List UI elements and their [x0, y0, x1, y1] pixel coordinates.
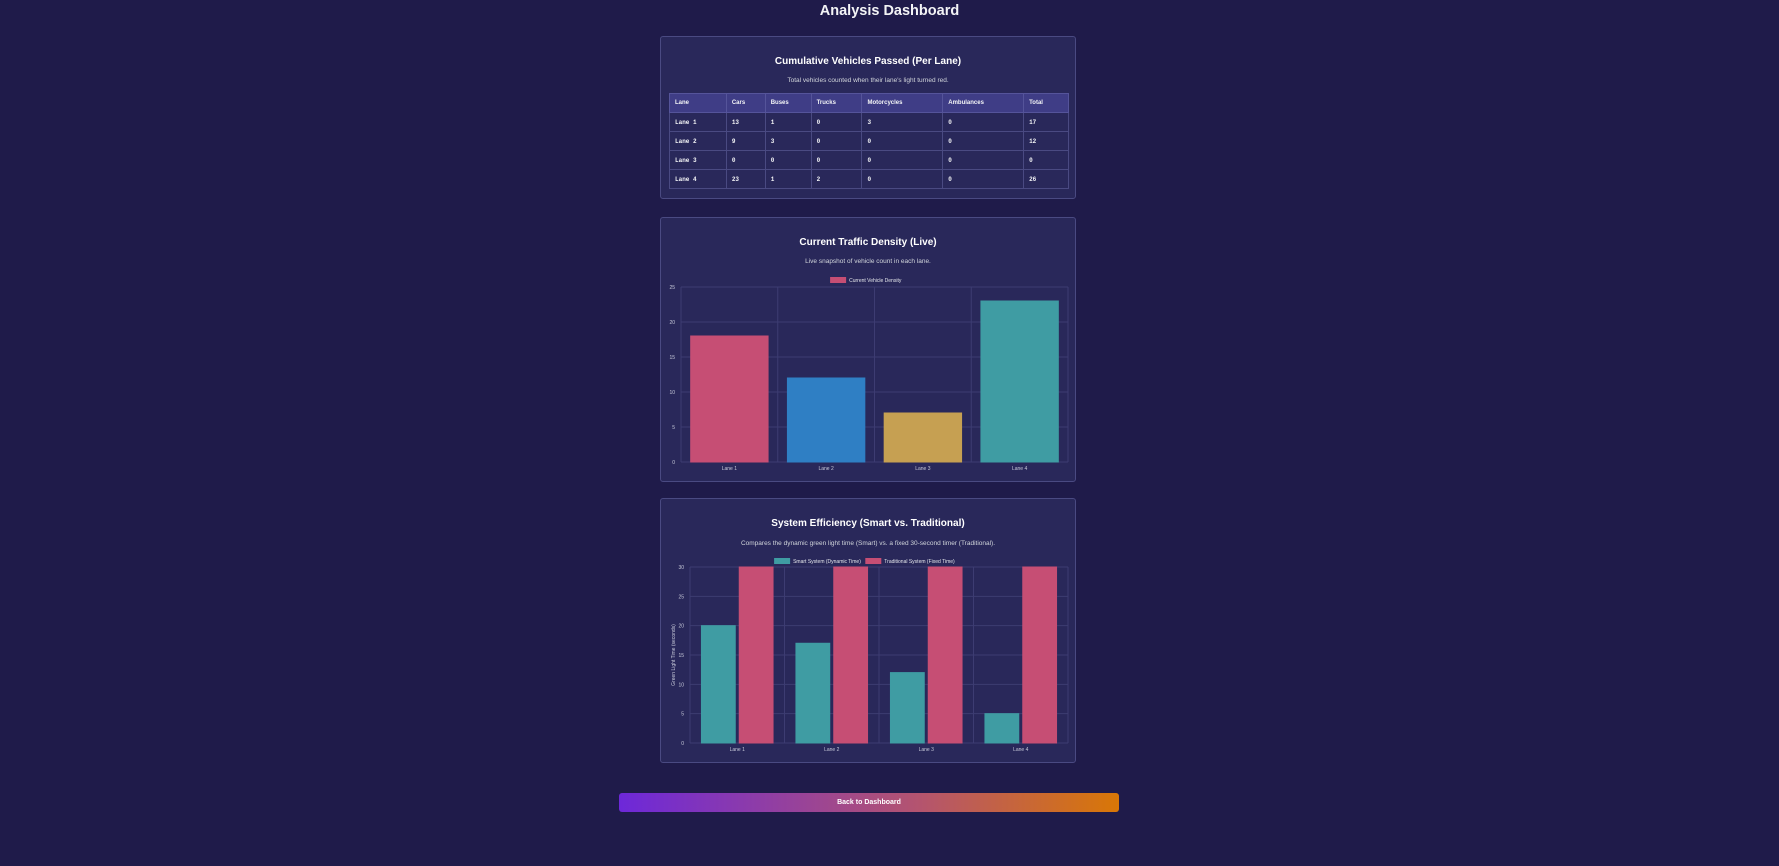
table-header-row: Lane Cars Buses Trucks Motorcycles Ambul…: [669, 93, 1069, 113]
legend-label: Current Vehicle Density: [849, 278, 902, 284]
legend-label: Traditional System (Fixed Time): [884, 559, 955, 565]
efficiency-card: System Efficiency (Smart vs. Traditional…: [660, 498, 1076, 763]
table-cell: Lane 3: [669, 150, 727, 170]
bar-lane-4: [980, 300, 1059, 463]
legend-label: Smart System (Dynamic Time): [793, 559, 861, 565]
bar-lane-4: [984, 713, 1020, 744]
y-tick-label: 20: [678, 624, 684, 630]
bar-lane-2: [833, 566, 869, 744]
table-cell: Lane 1: [669, 112, 727, 132]
table-cell: 0: [1023, 150, 1069, 170]
cumulative-table: Lane Cars Buses Trucks Motorcycles Ambul…: [669, 93, 1069, 189]
table-cell: 3: [764, 131, 812, 151]
y-tick-label: 5: [681, 712, 684, 718]
y-tick-label: 5: [672, 425, 675, 431]
table-row: Lane 4 23 1 2 0 0 26: [669, 169, 1069, 189]
table-cell: 0: [861, 169, 944, 189]
x-tick-label: Lane 1: [722, 466, 738, 472]
back-to-dashboard-button[interactable]: Back to Dashboard: [619, 793, 1119, 812]
table-cell: 0: [861, 131, 944, 151]
cumulative-subtitle: Total vehicles counted when their lane's…: [787, 77, 949, 84]
table-cell: 0: [725, 150, 766, 170]
column-header: Lane: [669, 93, 727, 113]
x-tick-label: Lane 2: [824, 747, 840, 753]
table-cell: 23: [725, 169, 766, 189]
table-cell: 0: [942, 131, 1025, 151]
y-tick-label: 20: [669, 320, 675, 326]
table-row: Lane 2 9 3 0 0 0 12: [669, 131, 1069, 151]
y-tick-label: 30: [678, 565, 684, 571]
table-cell: 0: [810, 131, 863, 151]
legend-swatch: [865, 558, 882, 564]
density-card: Current Traffic Density (Live) Live snap…: [660, 217, 1076, 482]
table-row: Lane 1 13 1 0 3 0 17: [669, 112, 1069, 132]
table-cell: 0: [942, 169, 1025, 189]
cumulative-card: Cumulative Vehicles Passed (Per Lane) To…: [660, 36, 1076, 199]
table-cell: 0: [764, 150, 812, 170]
column-header: Ambulances: [942, 93, 1025, 113]
x-tick-label: Lane 4: [1012, 466, 1028, 472]
bar-lane-2: [786, 377, 866, 463]
table-cell: 2: [810, 169, 863, 189]
y-tick-label: 25: [678, 594, 684, 600]
bar-lane-3: [889, 672, 925, 744]
table-cell: 0: [942, 150, 1025, 170]
table-cell: 0: [810, 150, 863, 170]
table-cell: 9: [725, 131, 766, 151]
x-tick-label: Lane 2: [818, 466, 834, 472]
table-cell: 13: [725, 112, 766, 132]
x-tick-label: Lane 4: [1013, 747, 1029, 753]
y-tick-label: 10: [678, 682, 684, 688]
cumulative-title: Cumulative Vehicles Passed (Per Lane): [774, 56, 962, 67]
density-subtitle: Live snapshot of vehicle count in each l…: [805, 258, 931, 265]
table-cell: 3: [861, 112, 944, 132]
y-tick-label: 25: [669, 285, 675, 291]
table-cell: 0: [942, 112, 1025, 132]
y-tick-label: 15: [669, 355, 675, 361]
bar-lane-1: [700, 625, 736, 744]
legend-swatch: [774, 558, 791, 564]
table-cell: 12: [1023, 131, 1069, 151]
x-tick-label: Lane 3: [919, 747, 935, 753]
legend-swatch: [830, 277, 847, 283]
bar-lane-3: [883, 412, 963, 463]
y-axis-label: Green Light Time (seconds): [671, 624, 677, 686]
table-row: Lane 3 0 0 0 0 0 0: [669, 150, 1069, 170]
column-header: Cars: [725, 93, 766, 113]
bar-lane-1: [738, 566, 774, 744]
column-header: Buses: [764, 93, 812, 113]
table-cell: Lane 4: [669, 169, 727, 189]
table-cell: Lane 2: [669, 131, 727, 151]
column-header: Total: [1023, 93, 1069, 113]
table-cell: 0: [810, 112, 863, 132]
efficiency-subtitle: Compares the dynamic green light time (S…: [740, 540, 996, 547]
y-tick-label: 15: [678, 653, 684, 659]
table-cell: 1: [764, 169, 812, 189]
y-tick-label: 10: [669, 390, 675, 396]
efficiency-title: System Efficiency (Smart vs. Traditional…: [771, 518, 965, 529]
density-chart: 0 5 10 15 20 25 Lane 1 Lane 2 Lane 3 Lane 4 Curren…: [669, 277, 1069, 472]
density-title: Current Traffic Density (Live): [799, 237, 937, 248]
efficiency-chart: 0 5 10 15 20 25 30 Lane 1 Lane 2 Lane 3 Lane 4 Smar…: [671, 558, 1069, 753]
bar-lane-4: [1022, 566, 1058, 744]
column-header: Trucks: [810, 93, 863, 113]
bar-lane-3: [927, 566, 963, 744]
bar-lane-1: [690, 335, 769, 463]
x-tick-label: Lane 3: [915, 466, 931, 472]
table-cell: 1: [764, 112, 812, 132]
column-header: Motorcycles: [861, 93, 944, 113]
y-tick-label: 0: [672, 460, 675, 466]
table-cell: 17: [1023, 112, 1069, 132]
y-tick-label: 0: [681, 741, 684, 747]
table-cell: 26: [1023, 169, 1069, 189]
page-title: Analysis Dashboard: [819, 3, 960, 19]
bar-lane-2: [795, 642, 831, 744]
x-tick-label: Lane 1: [730, 747, 746, 753]
table-cell: 0: [861, 150, 944, 170]
